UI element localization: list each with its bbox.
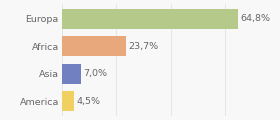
- Text: 23,7%: 23,7%: [129, 42, 158, 51]
- Text: 4,5%: 4,5%: [76, 97, 100, 106]
- Bar: [62, 64, 81, 84]
- Text: 7,0%: 7,0%: [83, 69, 107, 78]
- Bar: [62, 36, 126, 56]
- Bar: [62, 9, 238, 29]
- Bar: [62, 91, 74, 111]
- Text: 64,8%: 64,8%: [241, 14, 270, 23]
